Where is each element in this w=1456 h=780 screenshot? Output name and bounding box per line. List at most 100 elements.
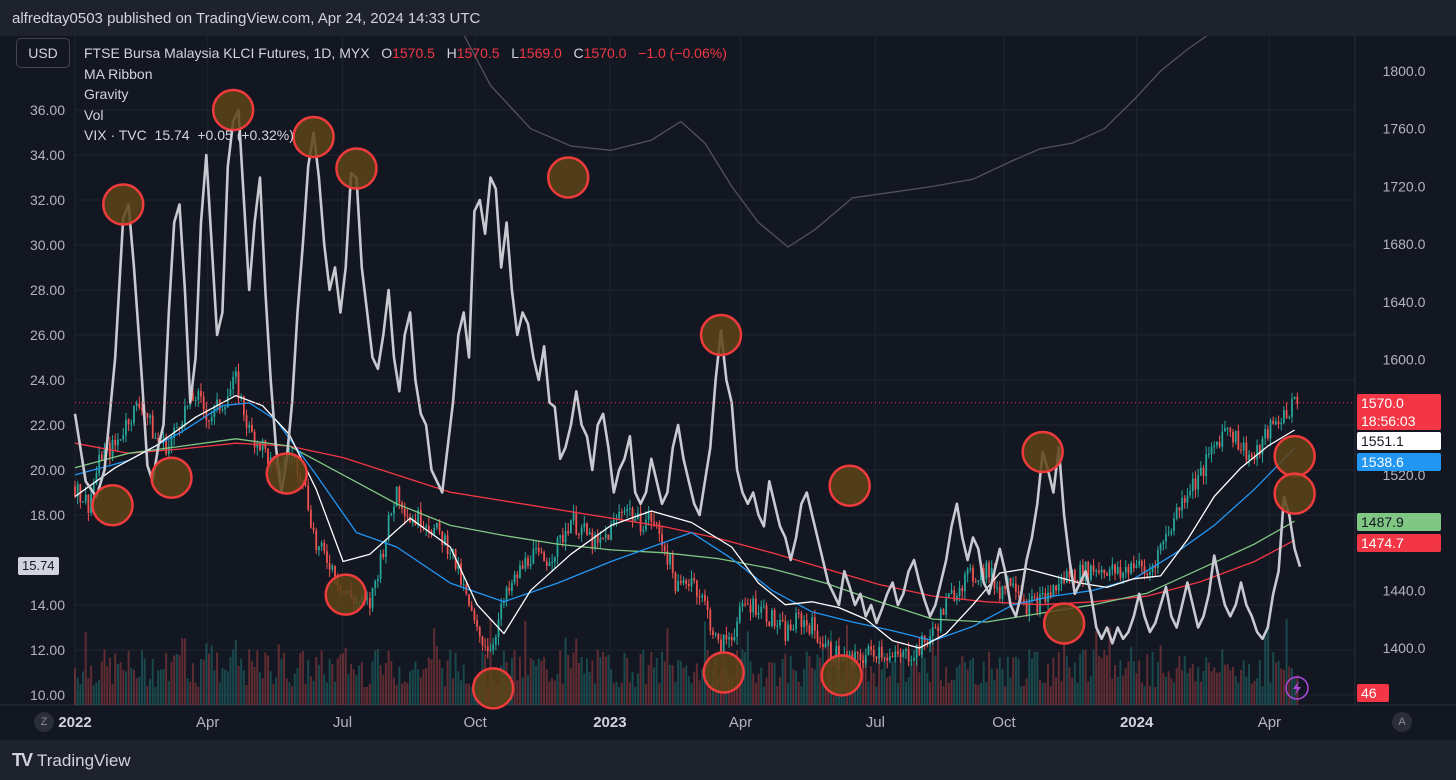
volume-bar (577, 662, 580, 705)
candle-body (872, 649, 875, 657)
candle-body (687, 583, 690, 587)
candle-body (980, 568, 982, 581)
volume-bar (749, 661, 752, 705)
candle-body (655, 523, 658, 525)
candle-body (232, 376, 235, 390)
volume-bar (811, 667, 814, 705)
volume-bar (698, 680, 701, 705)
candle-body (583, 523, 586, 528)
volume-bar (1081, 650, 1084, 705)
candle-body (1154, 565, 1157, 569)
volume-bar (293, 673, 296, 705)
candle-body (658, 523, 661, 534)
volume-bar (626, 657, 629, 705)
candle-body (452, 548, 454, 553)
volume-bar (955, 667, 958, 705)
low-value: 1569.0 (519, 45, 562, 61)
candle-body (548, 562, 551, 566)
volume-bar (173, 655, 176, 705)
candle-body (1041, 593, 1044, 595)
auto-scale-right-button[interactable]: A (1392, 712, 1412, 732)
low-label: L (511, 45, 520, 61)
indicator-vol[interactable]: Vol (84, 106, 104, 123)
candle-body (186, 405, 189, 407)
candle-body (969, 567, 972, 570)
left-axis-tick-label: 34.00 (30, 147, 65, 163)
tradingview-logo[interactable]: TV TradingView (12, 750, 131, 771)
candle-body (417, 509, 420, 525)
volume-bar (652, 667, 655, 705)
volume-bar (1272, 651, 1275, 705)
candle-body (717, 633, 720, 640)
symbol-legend-row[interactable]: FTSE Bursa Malaysia KLCI Futures, 1D, MY… (84, 43, 727, 64)
volume-bar (1207, 662, 1210, 705)
candle-body (76, 484, 79, 497)
volume-bar (1140, 682, 1143, 705)
volume-bar (902, 654, 905, 705)
candle-body (859, 653, 862, 661)
volume-bar (685, 665, 688, 705)
candle-body (645, 519, 647, 530)
volume-bar (996, 668, 999, 705)
volume-bar (366, 686, 369, 705)
volume-bar (248, 649, 251, 705)
vix-legend-row[interactable]: VIX · TVC 15.74 +0.05 (+0.32%) (84, 125, 727, 146)
volume-bar (189, 681, 192, 705)
candle-body (1207, 453, 1210, 455)
candle-body (878, 646, 881, 659)
volume-bar (553, 680, 556, 705)
candle-body (985, 562, 988, 579)
candle-body (1232, 431, 1234, 443)
candle-body (982, 568, 985, 579)
volume-bar (867, 681, 870, 705)
volume-bar (339, 654, 342, 705)
candle-body (604, 534, 607, 538)
volume-bar (401, 683, 404, 705)
candle-body (1052, 585, 1055, 597)
candle-body (947, 593, 950, 599)
candle-body (516, 574, 519, 579)
volume-bar (1111, 678, 1114, 705)
vix-value: 15.74 (154, 127, 190, 143)
volume-bar (966, 669, 969, 705)
candle-body (1127, 567, 1130, 574)
volume-bar (1191, 663, 1194, 705)
candle-body (1114, 564, 1116, 574)
candle-body (553, 556, 556, 563)
candle-body (334, 565, 336, 581)
indicator-ma-ribbon[interactable]: MA Ribbon (84, 65, 153, 82)
volume-bar (208, 653, 211, 705)
volume-bar (532, 660, 535, 705)
volume-bar (947, 682, 950, 705)
volume-bar (647, 664, 650, 705)
left-axis-tick-label: 28.00 (30, 282, 65, 298)
x-axis-tick-label: Apr (1258, 714, 1281, 731)
chart-canvas[interactable]: 1800.01760.01720.01680.01640.01600.01520… (0, 0, 1456, 740)
currency-button[interactable]: USD (16, 38, 70, 68)
candle-body (1017, 591, 1020, 593)
volume-bar (1189, 668, 1192, 705)
volume-bar (141, 650, 144, 705)
candle-body (998, 587, 1001, 599)
candle-body (1234, 430, 1237, 443)
candle-body (666, 551, 669, 565)
volume-bar (768, 662, 771, 705)
highlight-circle (91, 483, 134, 527)
candle-body (821, 643, 824, 648)
indicator-gravity[interactable]: Gravity (84, 86, 129, 102)
right-axis-tick-label: 1400.0 (1383, 640, 1426, 656)
candle-body (1191, 478, 1194, 492)
candle-body (1226, 428, 1229, 430)
candle-body (990, 568, 993, 578)
candle-body (197, 390, 200, 401)
volume-bar (87, 678, 90, 705)
left-axis-tick-label: 12.00 (30, 642, 65, 658)
volume-bar (462, 664, 465, 705)
volume-bar (165, 652, 168, 705)
volume-bar (886, 677, 889, 705)
candle-body (819, 642, 822, 644)
candle-body (741, 603, 744, 607)
auto-scale-left-button[interactable]: Z (34, 712, 54, 732)
volume-bar (1001, 668, 1004, 705)
volume-bar (921, 652, 924, 705)
